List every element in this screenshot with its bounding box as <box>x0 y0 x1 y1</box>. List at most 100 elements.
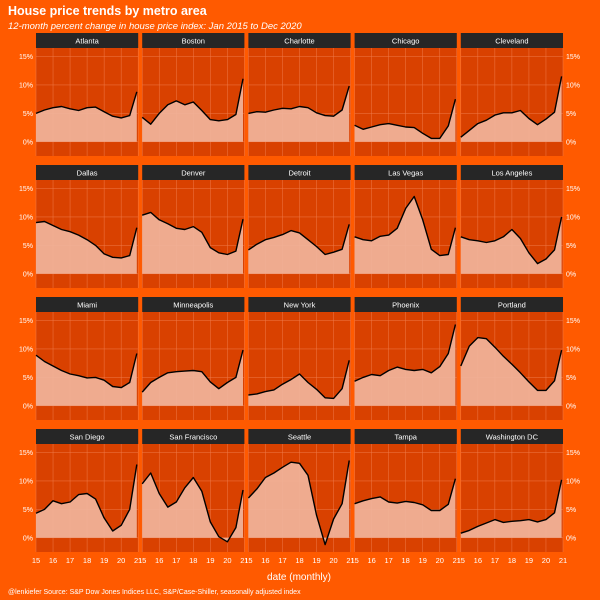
line-new-york <box>248 360 350 400</box>
x-tick-label: 21 <box>134 556 142 565</box>
strip-label-minneapolis: Minneapolis <box>173 301 213 310</box>
line-charlotte <box>248 85 350 117</box>
x-tick-label: 16 <box>367 556 375 565</box>
area-seattle <box>248 460 350 545</box>
strip-label-portland: Portland <box>498 301 526 310</box>
area-new-york <box>248 360 350 406</box>
area-dallas <box>36 221 137 274</box>
x-tick-label: 17 <box>384 556 392 565</box>
strip-detroit <box>248 165 351 180</box>
strip-label-new-york: New York <box>284 301 316 310</box>
strip-label-detroit: Detroit <box>288 169 311 178</box>
y-tick-label: 0% <box>23 403 33 410</box>
y-tick-label: 0% <box>23 535 33 542</box>
line-tampa <box>354 478 457 512</box>
line-cleveland <box>460 76 563 138</box>
strip-cleveland <box>460 33 563 48</box>
line-atlanta <box>35 91 138 119</box>
line-portland <box>460 336 563 392</box>
strip-san-diego <box>36 429 139 444</box>
strip-label-atlanta: Atlanta <box>75 37 99 46</box>
x-axis-label: date (monthly) <box>267 572 331 583</box>
x-tick-label: 20 <box>223 556 231 565</box>
x-tick-label: 15 <box>32 556 40 565</box>
x-tick-label: 21 <box>559 556 567 565</box>
strip-new-york <box>248 297 351 312</box>
y-tick-label: 5% <box>23 375 33 382</box>
y-tick-label: 0% <box>23 139 33 146</box>
strip-label-los-angeles: Los Angeles <box>491 169 532 178</box>
x-tick-label: 18 <box>83 556 91 565</box>
strip-washington-dc <box>460 429 563 444</box>
panel-chicago: Chicago <box>354 33 458 156</box>
y-tick-label: 15% <box>566 54 580 61</box>
line-boston <box>141 78 244 125</box>
y-tick-label: 10% <box>566 478 580 485</box>
panel-seattle: Seattle <box>247 429 351 552</box>
strip-label-denver: Denver <box>181 169 206 178</box>
panel-phoenix: Phoenix <box>354 297 458 420</box>
y-tick-label: 0% <box>23 271 33 278</box>
y-tick-label: 0% <box>566 535 576 542</box>
line-denver <box>141 211 244 256</box>
y-tick-label: 10% <box>566 82 580 89</box>
strip-label-san-francisco: San Francisco <box>169 433 217 442</box>
line-los-angeles <box>460 216 563 265</box>
strip-las-vegas <box>354 165 457 180</box>
line-chicago <box>354 99 457 140</box>
strip-label-tampa: Tampa <box>394 433 417 442</box>
panel-denver: Denver <box>141 165 245 288</box>
x-tick-label: 15 <box>138 556 146 565</box>
panel-las-vegas: Las Vegas <box>354 165 458 288</box>
y-tick-label: 0% <box>566 139 576 146</box>
y-tick-label: 15% <box>19 450 33 457</box>
x-tick-label: 20 <box>542 556 550 565</box>
panel-san-diego: San Diego 0% 5% 10% 15% <box>19 429 139 552</box>
x-tick-label: 17 <box>278 556 286 565</box>
x-tick-label: 16 <box>474 556 482 565</box>
strip-label-phoenix: Phoenix <box>392 301 419 310</box>
strip-atlanta <box>36 33 139 48</box>
area-phoenix <box>354 324 456 406</box>
x-tick-label: 18 <box>189 556 197 565</box>
strip-phoenix <box>354 297 457 312</box>
area-san-francisco <box>142 473 243 542</box>
x-tick-label: 17 <box>66 556 74 565</box>
area-portland <box>460 337 562 406</box>
strip-miami <box>36 297 139 312</box>
y-tick-label: 5% <box>23 243 33 250</box>
area-cleveland <box>460 76 562 142</box>
strip-chicago <box>354 33 457 48</box>
x-tick-label: 18 <box>508 556 516 565</box>
panel-atlanta: Atlanta 0% 5% 10% 15% <box>19 33 139 156</box>
x-tick-label: 19 <box>100 556 108 565</box>
strip-label-dallas: Dallas <box>77 169 98 178</box>
strip-label-boston: Boston <box>182 37 205 46</box>
panel-dallas: Dallas 0% 5% 10% 15% <box>19 165 139 288</box>
chart-subtitle: 12-month percent change in house price i… <box>8 21 302 32</box>
panel-san-francisco: San Francisco <box>141 429 245 552</box>
strip-label-las-vegas: Las Vegas <box>388 169 423 178</box>
x-tick-label: 17 <box>172 556 180 565</box>
strip-label-seattle: Seattle <box>288 433 311 442</box>
strip-label-washington-dc: Washington DC <box>486 433 539 442</box>
x-tick-label: 16 <box>49 556 57 565</box>
y-tick-label: 5% <box>566 111 576 118</box>
panel-charlotte: Charlotte <box>248 33 351 156</box>
x-tick-label: 19 <box>419 556 427 565</box>
y-tick-label: 10% <box>19 214 33 221</box>
y-tick-label: 0% <box>566 271 576 278</box>
line-san-francisco <box>141 472 244 543</box>
y-tick-label: 10% <box>19 478 33 485</box>
strip-label-miami: Miami <box>77 301 97 310</box>
facet-panels: Atlanta 0% 5% 10% 15% Boston Charlotte Chicago C… <box>19 33 580 552</box>
x-tick-label: 18 <box>295 556 303 565</box>
strip-label-san-diego: San Diego <box>70 433 105 442</box>
area-boston <box>142 78 243 142</box>
x-tick-label: 17 <box>491 556 499 565</box>
y-tick-label: 10% <box>19 346 33 353</box>
x-tick-label: 20 <box>436 556 444 565</box>
line-san-diego <box>35 464 138 532</box>
panel-los-angeles: Los Angeles 0% 5% 10% 15% <box>460 165 580 288</box>
panel-portland: Portland 0% 5% 10% 15% <box>460 297 580 420</box>
